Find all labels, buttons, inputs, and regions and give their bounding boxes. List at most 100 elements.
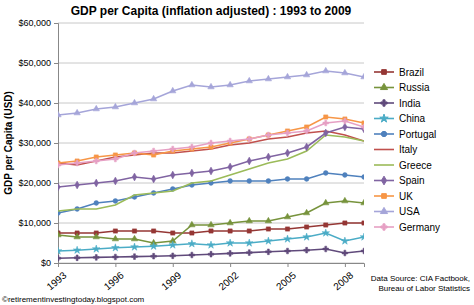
series-marker — [266, 249, 272, 255]
series-marker — [131, 99, 137, 105]
legend-label: China — [399, 113, 426, 124]
x-tick-label: 1999 — [159, 269, 183, 292]
x-tick-mark — [115, 263, 116, 267]
series-marker — [170, 253, 176, 259]
series-marker — [341, 237, 349, 244]
series-marker — [93, 158, 99, 164]
y-tick-mark — [54, 23, 58, 24]
legend-marker — [382, 70, 387, 75]
series-marker — [113, 199, 118, 204]
x-tick-label: 2008 — [331, 269, 355, 292]
source-note: Data Source: CIA Factbook, — [371, 274, 470, 283]
x-tick-mark — [58, 263, 59, 267]
series-marker — [342, 69, 348, 75]
series-marker — [189, 252, 195, 258]
series-marker — [247, 157, 252, 165]
series-marker — [93, 255, 99, 261]
series-marker — [58, 231, 61, 237]
y-tick-label: $20,000 — [18, 178, 51, 188]
series-marker — [246, 77, 252, 83]
series-marker — [247, 137, 251, 141]
series-marker — [171, 231, 175, 235]
series-marker — [58, 247, 62, 254]
legend-swatch — [374, 164, 394, 166]
legend-marker — [380, 83, 387, 89]
series-line — [58, 233, 364, 251]
series-marker — [266, 153, 271, 161]
series-marker — [246, 217, 252, 223]
series-marker — [322, 229, 330, 236]
legend-marker — [382, 194, 387, 199]
series-marker — [228, 163, 233, 171]
series-marker — [75, 181, 80, 189]
y-axis-title: GDP per Capita (USD) — [3, 91, 14, 195]
series-marker — [303, 71, 309, 77]
y-tick: $30,000 — [18, 138, 58, 148]
series-marker — [74, 109, 80, 115]
legend-label: Italy — [399, 144, 417, 155]
series-marker — [93, 105, 99, 111]
series-marker — [74, 233, 80, 239]
series-marker — [304, 247, 310, 253]
series-marker — [58, 111, 61, 117]
series-marker — [228, 229, 232, 233]
series-marker — [360, 233, 364, 240]
series-marker — [304, 143, 309, 151]
series-marker — [189, 81, 195, 87]
series-marker — [58, 255, 61, 261]
x-tick: 1996 — [102, 263, 126, 292]
series-marker — [94, 179, 99, 187]
x-tick: 2002 — [217, 263, 241, 292]
series-marker — [266, 133, 270, 137]
series-marker — [342, 118, 348, 124]
series-marker — [132, 229, 136, 233]
series-marker — [208, 251, 214, 257]
series-marker — [170, 146, 176, 152]
y-axis-line — [54, 24, 59, 264]
series-marker — [323, 129, 328, 137]
series-marker — [132, 151, 136, 155]
y-tick-mark — [54, 143, 58, 144]
y-tick: $20,000 — [18, 178, 58, 188]
series-marker — [361, 124, 364, 130]
series-marker — [150, 95, 156, 101]
legend-swatch — [374, 149, 394, 151]
y-tick-mark — [54, 223, 58, 224]
series-marker — [343, 123, 348, 131]
legend-marker — [381, 100, 387, 106]
series-marker — [209, 167, 214, 175]
series-marker — [323, 67, 329, 73]
series-marker — [94, 201, 99, 206]
series-marker — [305, 225, 309, 229]
series-marker — [227, 138, 233, 144]
series-marker — [304, 128, 310, 134]
y-tick-mark — [54, 63, 58, 64]
y-tick: $10,000 — [18, 218, 58, 228]
series-marker — [342, 197, 348, 203]
x-tick-label: 1993 — [44, 269, 68, 292]
series-marker — [361, 199, 364, 205]
series-marker — [285, 177, 290, 182]
copyright: ©retirementinvestingtoday.blogspot.com — [2, 295, 145, 304]
series-line — [58, 121, 364, 165]
series-marker — [169, 241, 177, 248]
series-marker — [246, 136, 252, 142]
series-marker — [265, 217, 271, 223]
series-marker — [208, 140, 214, 146]
legend-label: Spain — [399, 175, 425, 186]
x-tick: 2008 — [331, 263, 355, 292]
legend-marker — [381, 224, 387, 230]
series-marker — [361, 73, 364, 79]
series-marker — [170, 87, 176, 93]
series-marker — [284, 213, 290, 219]
x-tick-mark — [173, 263, 174, 267]
series-marker — [227, 251, 233, 257]
series-marker — [323, 246, 329, 252]
x-tick-mark — [230, 263, 231, 267]
series-marker — [132, 150, 138, 156]
series-marker — [227, 81, 233, 87]
series-line — [58, 135, 364, 211]
series-marker — [323, 120, 329, 126]
x-tick-mark — [288, 263, 289, 267]
series-marker — [227, 219, 233, 225]
